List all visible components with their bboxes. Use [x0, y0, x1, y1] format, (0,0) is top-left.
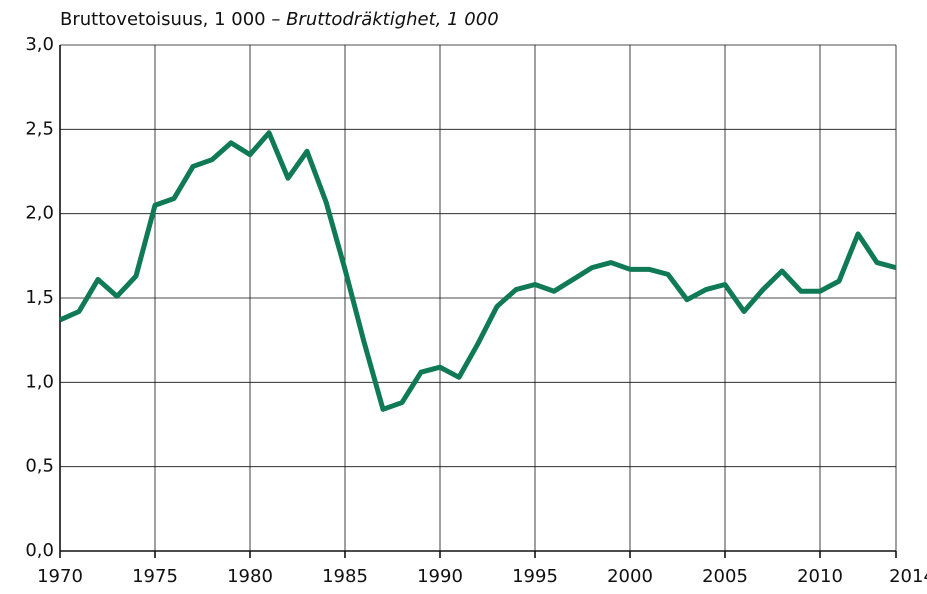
- x-tick-label: 2014: [889, 566, 927, 587]
- x-tick-label: 1970: [37, 566, 83, 587]
- x-tick-label: 1975: [132, 566, 178, 587]
- y-tick-label: 1,0: [25, 371, 54, 392]
- x-tick-label: 1995: [512, 566, 558, 587]
- x-tick-label: 1990: [417, 566, 463, 587]
- y-tick-label: 2,5: [25, 118, 54, 139]
- x-tick-label: 2010: [797, 566, 843, 587]
- y-tick-label: 3,0: [25, 34, 54, 55]
- title-sv: Bruttodräktighet, 1 000: [286, 9, 499, 30]
- data-line: [58, 130, 897, 412]
- x-tick-label: 1985: [322, 566, 368, 587]
- y-tick-label: 1,5: [25, 287, 54, 308]
- x-tick-label: 2005: [702, 566, 748, 587]
- chart-title: Bruttovetoisuus, 1 000 – Bruttodräktighe…: [60, 9, 499, 30]
- x-tick-label: 2000: [607, 566, 653, 587]
- title-fi: Bruttovetoisuus, 1 000 –: [60, 9, 286, 30]
- y-tick-label: 2,0: [25, 203, 54, 224]
- y-tick-label: 0,5: [25, 456, 54, 477]
- y-tick-label: 0,0: [25, 540, 54, 561]
- x-tick-label: 1980: [227, 566, 273, 587]
